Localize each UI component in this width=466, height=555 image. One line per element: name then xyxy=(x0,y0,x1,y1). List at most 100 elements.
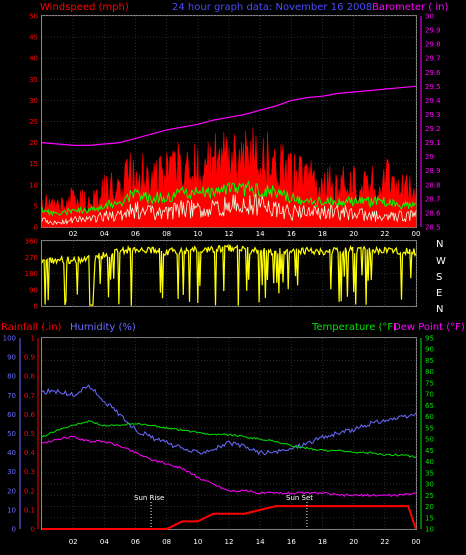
compass-n-bottom: N xyxy=(436,304,443,315)
rainfall-axis-title: Rainfall (.in) xyxy=(1,322,62,333)
barometer-tick: 29.3 xyxy=(425,111,441,119)
barometer-tick: 29.8 xyxy=(425,41,441,49)
climate-x-tick: 00 xyxy=(412,538,421,546)
rainfall-tick: 1 xyxy=(31,335,35,343)
rainfall-tick: 0.3 xyxy=(24,468,35,476)
climate-x-tick: 04 xyxy=(100,538,109,546)
windspeed-tick: 35 xyxy=(29,76,38,84)
low-wind-series xyxy=(41,193,417,226)
windspeed-tick: 0 xyxy=(34,224,38,232)
wind-direction-series xyxy=(41,243,417,306)
climate-x-tick: 22 xyxy=(380,538,389,546)
climate-x-tick: 14 xyxy=(256,538,265,546)
wind-x-tick: 08 xyxy=(162,230,171,238)
humidity-tick: 70 xyxy=(7,392,16,400)
compass-w: W xyxy=(436,256,446,267)
series-group xyxy=(41,85,417,530)
temperature-tick: 40 xyxy=(425,458,434,466)
direction-tick: 180 xyxy=(25,270,38,278)
direction-tick: 0 xyxy=(34,303,38,311)
rainfall-series xyxy=(42,505,417,530)
temperature-tick: 25 xyxy=(425,492,434,500)
wind-x-tick: 06 xyxy=(131,230,140,238)
wind-x-tick: 16 xyxy=(287,230,296,238)
barometer-series xyxy=(41,85,417,146)
barometer-tick: 28.5 xyxy=(425,224,441,232)
windspeed-tick: 45 xyxy=(29,34,38,42)
humidity-tick: 40 xyxy=(7,449,16,457)
windspeed-tick: 30 xyxy=(29,97,38,105)
direction-tick: 360 xyxy=(25,238,38,246)
temperature-tick: 70 xyxy=(425,391,434,399)
rainfall-tick: 0.5 xyxy=(24,430,35,438)
humidity-tick: 20 xyxy=(7,487,16,495)
wind-x-tick: 22 xyxy=(380,230,389,238)
sunrise-label: Sun Rise xyxy=(134,494,164,502)
temperature-tick: 95 xyxy=(425,335,434,343)
compass-s: S xyxy=(436,272,442,283)
temperature-tick: 55 xyxy=(425,424,434,432)
climate-x-tick: 08 xyxy=(162,538,171,546)
temperature-tick: 10 xyxy=(425,526,434,534)
humidity-tick: 90 xyxy=(7,354,16,362)
chart-title: 24 hour graph data: November 16 2008 xyxy=(172,2,372,13)
rainfall-tick: 0.1 xyxy=(24,506,35,514)
temperature-axis-title: Temperature (°F) xyxy=(311,322,397,333)
sunset-label: Sun Set xyxy=(286,494,313,502)
climate-x-tick: 10 xyxy=(193,538,202,546)
temperature-tick: 90 xyxy=(425,346,434,354)
temperature-tick: 60 xyxy=(425,413,434,421)
wind-x-tick: 04 xyxy=(100,230,109,238)
compass-n-top: N xyxy=(436,239,443,250)
barometer-tick: 29.5 xyxy=(425,83,441,91)
windspeed-tick: 25 xyxy=(29,118,38,126)
climate-x-tick: 06 xyxy=(131,538,140,546)
temperature-tick: 65 xyxy=(425,402,434,410)
compass-e: E xyxy=(436,288,442,299)
windspeed-tick: 40 xyxy=(29,55,38,63)
humidity-tick: 50 xyxy=(7,430,16,438)
rainfall-tick: 0.2 xyxy=(24,487,35,495)
barometer-tick: 29.7 xyxy=(425,55,441,63)
average-wind-series xyxy=(41,180,417,217)
barometer-tick: 29.6 xyxy=(425,69,441,77)
dewpoint-axis-title: Dew Point (°F) xyxy=(393,322,465,333)
humidity-tick: 60 xyxy=(7,411,16,419)
barometer-tick: 29.4 xyxy=(425,97,441,105)
humidity-tick: 30 xyxy=(7,468,16,476)
dew-point-series xyxy=(41,435,417,498)
windspeed-tick: 10 xyxy=(29,181,38,189)
humidity-axis-title: Humidity (%) xyxy=(70,322,136,333)
humidity-tick: 100 xyxy=(3,335,16,343)
climate-x-tick: 12 xyxy=(225,538,234,546)
gust-series xyxy=(41,127,417,228)
temperature-tick: 30 xyxy=(425,481,434,489)
rainfall-tick: 0.6 xyxy=(24,411,36,419)
barometer-axis-title: Barometer ( in) xyxy=(372,2,448,13)
wind-x-tick: 18 xyxy=(318,230,327,238)
barometer-tick: 28.8 xyxy=(425,181,441,189)
wind-x-tick: 10 xyxy=(193,230,202,238)
temperature-tick: 75 xyxy=(425,379,434,387)
humidity-tick: 80 xyxy=(7,373,16,381)
barometer-tick: 29.1 xyxy=(425,139,441,147)
humidity-tick: 0 xyxy=(12,526,16,534)
wind-x-tick: 00 xyxy=(412,230,421,238)
climate-x-tick: 18 xyxy=(318,538,327,546)
direction-tick: 90 xyxy=(29,286,38,294)
humidity-tick: 10 xyxy=(7,506,16,514)
rainfall-tick: 0.8 xyxy=(24,373,35,381)
windspeed-axis-title: Windspeed (mph) xyxy=(40,2,129,13)
gridlines xyxy=(19,15,422,530)
windspeed-tick: 5 xyxy=(34,202,38,210)
rainfall-tick: 0.4 xyxy=(24,449,36,457)
windspeed-tick: 50 xyxy=(29,13,38,21)
climate-x-tick: 02 xyxy=(69,538,78,546)
windspeed-tick: 15 xyxy=(29,160,38,168)
barometer-tick: 30 xyxy=(425,13,434,21)
climate-x-tick: 20 xyxy=(349,538,358,546)
temperature-tick: 20 xyxy=(425,503,434,511)
